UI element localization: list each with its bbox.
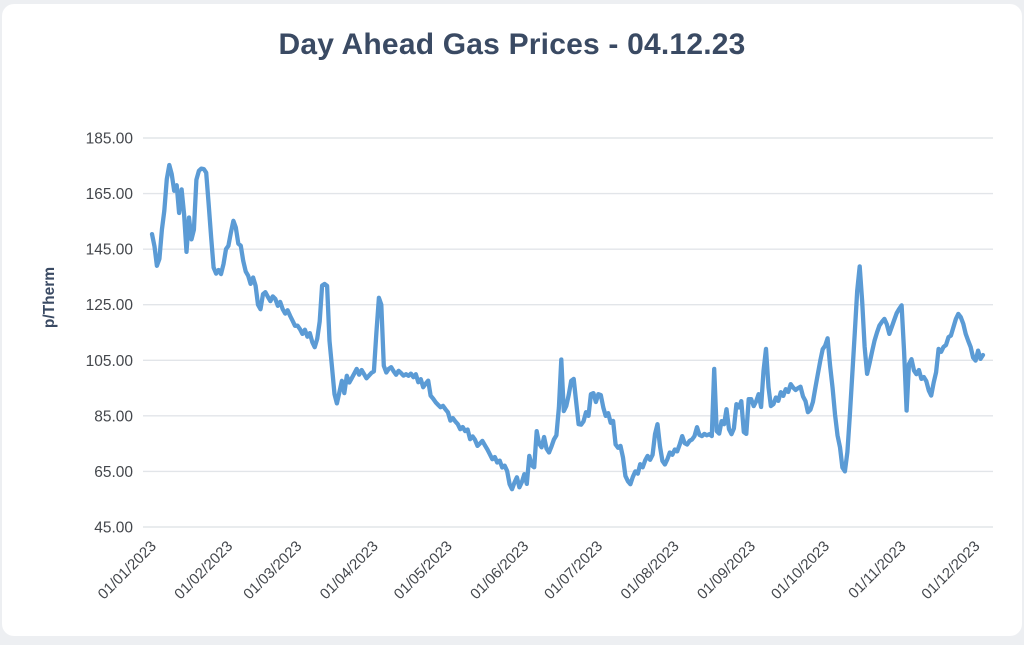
x-tick-label: 01/11/2023 <box>845 538 909 602</box>
y-tick-label: 65.00 <box>94 464 133 481</box>
x-tick-label: 01/02/2023 <box>171 538 236 603</box>
y-tick-label: 85.00 <box>94 408 133 425</box>
x-tick-label: 01/01/2023 <box>95 538 160 603</box>
x-tick-label: 01/06/2023 <box>467 538 532 603</box>
x-tick-label: 01/03/2023 <box>240 538 305 603</box>
x-tick-label: 01/07/2023 <box>541 538 606 603</box>
x-tick-label: 01/04/2023 <box>317 538 382 603</box>
x-tick-label: 01/05/2023 <box>391 538 456 603</box>
chart-card: Day Ahead Gas Prices - 04.12.23 185.00 16… <box>2 4 1022 636</box>
gas-price-series-line <box>149 162 986 492</box>
y-tick-label: 145.00 <box>86 242 134 259</box>
y-tick-label: 125.00 <box>86 297 134 314</box>
y-axis-title: p/Therm <box>41 267 58 328</box>
y-tick-label: 165.00 <box>86 186 134 203</box>
x-tick-label: 01/10/2023 <box>768 538 833 603</box>
x-tick-label: 01/08/2023 <box>617 538 682 603</box>
x-tick-label: 01/09/2023 <box>694 538 759 603</box>
y-tick-label: 45.00 <box>94 520 133 537</box>
chart-title: Day Ahead Gas Prices - 04.12.23 <box>278 28 746 61</box>
y-tick-label: 185.00 <box>86 131 134 148</box>
y-tick-label: 105.00 <box>86 353 134 370</box>
gas-price-line-chart: 185.00 165.00 145.00 125.00 105.00 85.00 65.00… <box>41 131 993 603</box>
x-tick-label: 01/12/2023 <box>918 538 983 603</box>
